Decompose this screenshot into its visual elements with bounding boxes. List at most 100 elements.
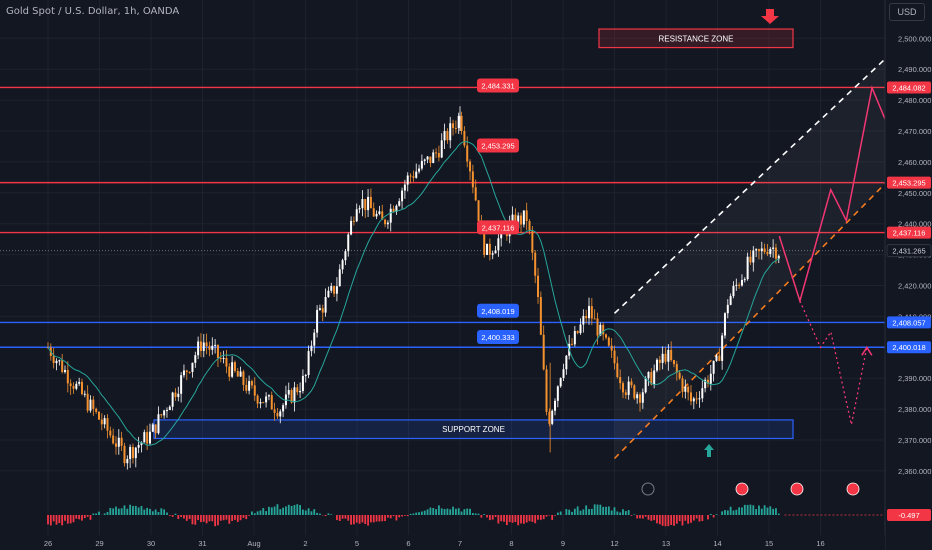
histogram-bar [395, 515, 398, 521]
histogram-bar [194, 515, 197, 525]
resistance-zone-label: RESISTANCE ZONE [659, 34, 734, 43]
histogram-bar [712, 515, 715, 518]
candle-body [715, 355, 718, 361]
histogram-bar [503, 515, 505, 522]
candle-body [134, 447, 137, 459]
candle-body [140, 442, 143, 446]
candle-body [571, 343, 574, 345]
histogram-bar [319, 513, 321, 515]
histogram-bar [367, 515, 369, 526]
histogram-bar [251, 511, 253, 515]
x-tick-label: 15 [765, 539, 773, 548]
candle-body [658, 359, 661, 363]
histogram-bar [616, 511, 619, 515]
resistance-3-axis-tag [887, 226, 931, 239]
histogram-bar [293, 505, 296, 515]
candle-body [613, 350, 616, 364]
candle-body [148, 431, 151, 444]
symbol-title: Gold Spot / U.S. Dollar, 1h, OANDA [6, 6, 180, 17]
projection-down-arrowhead [861, 345, 873, 356]
candle-body [333, 286, 336, 294]
histogram-bar [554, 515, 556, 516]
histogram-bar [316, 512, 318, 515]
histogram-bar [500, 515, 503, 522]
candle-body [403, 184, 406, 191]
histogram-bar [103, 513, 106, 515]
candle-body [636, 394, 639, 399]
candle-body [239, 371, 242, 377]
candle-body [729, 296, 732, 305]
candle-body [661, 353, 664, 363]
candle-body [670, 349, 673, 361]
histogram-bar [735, 509, 738, 515]
candle-body [364, 199, 367, 211]
histogram-bar [55, 515, 58, 525]
histogram-bar [565, 509, 568, 515]
histogram-bar [522, 515, 525, 524]
candle-body [755, 249, 758, 251]
candle-body [228, 366, 231, 377]
candle-body [307, 351, 310, 376]
currency-button[interactable]: USD [889, 3, 925, 21]
x-tick-label: 2 [303, 539, 307, 548]
histogram-bar [639, 515, 641, 519]
candle-body [420, 160, 423, 169]
current-price-label: 2,431.265 [892, 247, 925, 256]
candle-body [528, 221, 531, 232]
candle-body [327, 290, 330, 298]
zone-layer: RESISTANCE ZONE SUPPORT ZONE [153, 28, 794, 440]
histogram-bar [630, 515, 633, 516]
histogram-bar [435, 509, 437, 515]
histogram-bar [579, 510, 582, 515]
candle-body [488, 243, 491, 255]
histogram-bar [273, 506, 276, 515]
x-tick-label: 12 [610, 539, 618, 548]
candle-body [655, 359, 658, 371]
resistance-1-mid-label: 2,484.331 [481, 82, 514, 91]
candle-body [86, 393, 89, 411]
histogram-bar [687, 515, 690, 524]
candle-body [709, 373, 712, 384]
candle-body [460, 115, 463, 132]
histogram-bar [185, 515, 188, 521]
projection-down-path [799, 300, 868, 425]
channel-upper-line [613, 22, 925, 314]
histogram-bar [432, 507, 435, 515]
histogram-bar [520, 515, 522, 524]
candle-body [721, 335, 724, 361]
support-2-mid-label: 2,400.333 [481, 333, 514, 342]
histogram-bar [370, 515, 372, 523]
histogram-value-label: -0.497 [898, 511, 919, 520]
y-tick-label: 2,480.000 [898, 96, 931, 105]
candle-body [233, 362, 236, 371]
histogram-bar [732, 510, 735, 515]
x-tick-label: 13 [662, 539, 670, 548]
candle-body [738, 284, 741, 286]
candle-body [757, 249, 760, 252]
candle-body [194, 355, 197, 363]
candle-body [644, 378, 647, 393]
histogram-bar [760, 508, 763, 515]
candle-body [197, 341, 200, 356]
candle-body [248, 381, 251, 391]
candle-body [219, 357, 222, 359]
candle-body [471, 171, 474, 188]
candle-body [633, 385, 636, 399]
candle-body [539, 297, 542, 335]
histogram-bar [684, 515, 687, 521]
histogram-bar [775, 508, 777, 515]
histogram-bar [109, 507, 112, 515]
histogram-bar [449, 509, 452, 515]
histogram-bar [228, 515, 231, 524]
histogram-bar [675, 515, 678, 524]
histogram-bar [537, 515, 539, 520]
candle-body [777, 255, 780, 259]
candle-body [52, 356, 55, 364]
histogram-bar [387, 515, 389, 518]
candle-body [749, 256, 752, 263]
candle-body [211, 345, 214, 350]
candle-body [78, 381, 81, 384]
candle-body [350, 220, 353, 235]
candle-body [672, 360, 675, 365]
